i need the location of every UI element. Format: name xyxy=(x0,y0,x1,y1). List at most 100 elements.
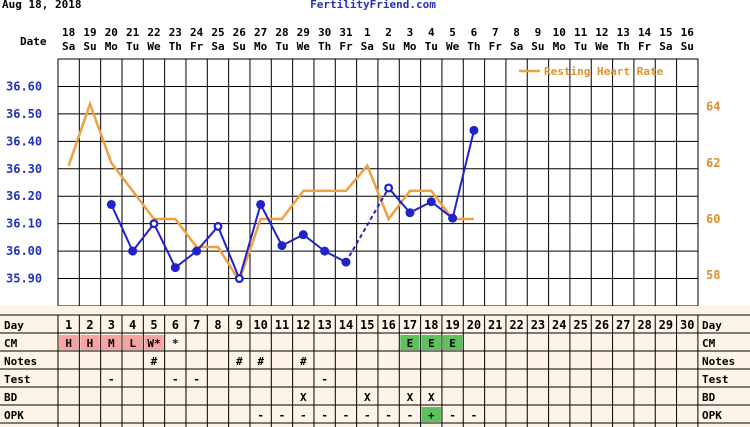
notes-value: # xyxy=(257,355,264,368)
temperature-point xyxy=(192,246,202,256)
temperature-segment xyxy=(259,203,283,247)
cycle-day-number: 12 xyxy=(296,318,310,332)
date-number: 8 xyxy=(513,26,520,39)
row-label-right-bd: BD xyxy=(702,391,716,404)
cm-cell-bg xyxy=(122,335,143,350)
weekday-label: Sa xyxy=(211,40,224,53)
date-number: 15 xyxy=(659,26,672,39)
opk-value: - xyxy=(257,409,264,422)
temperature-point xyxy=(277,241,287,251)
weekday-label: Th xyxy=(318,40,331,53)
cm-value: E xyxy=(407,337,414,350)
plot-grid xyxy=(58,59,698,306)
date-number: 16 xyxy=(681,26,695,39)
cm-value: E xyxy=(449,337,456,350)
date-header: 18Sa19Su20Mo21Tu22We23Th24Fr25Sa26Su27Mo… xyxy=(62,26,694,53)
date-number: 11 xyxy=(574,26,588,39)
temperature-tick-label: 36.40 xyxy=(6,134,42,148)
temperature-point xyxy=(469,125,479,135)
temperature-segment xyxy=(238,204,262,279)
date-number: 28 xyxy=(275,26,288,39)
heart-rate-tick-label: 60 xyxy=(706,212,720,226)
cycle-day-number: 17 xyxy=(403,318,417,332)
temperature-point xyxy=(320,246,330,256)
weekday-label: Fr xyxy=(339,40,353,53)
date-number: 2 xyxy=(385,26,392,39)
temperature-point xyxy=(405,208,415,218)
weekday-label: Mo xyxy=(105,40,119,53)
row-label-test: Test xyxy=(4,373,31,386)
cm-value: H xyxy=(65,337,72,350)
row-label-cm: CM xyxy=(4,337,18,350)
weekday-label: Sa xyxy=(361,40,374,53)
cm-value: M xyxy=(108,337,115,350)
notes-value: # xyxy=(151,355,158,368)
temperature-tick-label: 36.10 xyxy=(6,217,42,231)
weekday-label: Th xyxy=(169,40,182,53)
notes-value: # xyxy=(300,355,307,368)
row-label-right-notes: Notes xyxy=(702,355,735,368)
cycle-day-number: 3 xyxy=(108,318,115,332)
weekday-label: Su xyxy=(233,40,246,53)
temperature-segment xyxy=(153,223,177,269)
row-label-opk: OPK xyxy=(4,409,24,422)
bd-value: X xyxy=(428,391,435,404)
opk-value: - xyxy=(300,409,307,422)
date-number: 22 xyxy=(147,26,160,39)
rhr-series xyxy=(67,100,474,284)
date-number: 4 xyxy=(428,26,435,39)
cycle-day-number: 22 xyxy=(509,318,523,332)
cycle-day-number: 25 xyxy=(573,318,587,332)
temperature-point-open xyxy=(386,185,391,191)
cm-value: W* xyxy=(147,337,160,350)
bd-value: X xyxy=(364,391,371,404)
temperature-point xyxy=(128,246,138,256)
cycle-day-number: 11 xyxy=(275,318,289,332)
date-number: 31 xyxy=(339,26,353,39)
temperature-segment xyxy=(217,226,241,279)
cycle-day-number: 13 xyxy=(317,318,331,332)
legend: Resting Heart Rate xyxy=(519,65,664,78)
temperature-tick-label: 36.00 xyxy=(6,244,42,258)
row-label-right-cm: CM xyxy=(702,337,716,350)
temperature-tick-label: 36.50 xyxy=(6,107,42,121)
cm-cell-bg xyxy=(80,335,100,350)
legend-label: Resting Heart Rate xyxy=(544,65,664,78)
opk-value: - xyxy=(343,409,350,422)
date-number: 18 xyxy=(62,26,75,39)
weekday-label: Th xyxy=(617,40,630,53)
weekday-label: Sa xyxy=(510,40,523,53)
weekday-label: We xyxy=(297,40,311,53)
weekday-label: We xyxy=(595,40,609,53)
notes-value: # xyxy=(236,355,243,368)
cycle-day-number: 28 xyxy=(637,318,651,332)
test-value: - xyxy=(321,373,328,386)
cycle-day-number: 1 xyxy=(65,318,72,332)
date-number: 24 xyxy=(190,26,204,39)
cycle-day-number: 21 xyxy=(488,318,502,332)
opk-value: - xyxy=(407,409,414,422)
cycle-day-number: 30 xyxy=(680,318,694,332)
weekday-label: Su xyxy=(382,40,395,53)
temperature-tick-label: 36.20 xyxy=(6,189,42,203)
weekday-label: Su xyxy=(531,40,544,53)
cycle-day-number: 29 xyxy=(659,318,673,332)
date-number: 23 xyxy=(169,26,182,39)
cm-value: H xyxy=(87,337,94,350)
temperature-point xyxy=(426,197,436,207)
weekday-label: Mo xyxy=(403,40,417,53)
temperature-series xyxy=(106,125,479,284)
temperature-tick-label: 36.30 xyxy=(6,162,42,176)
cm-cell-bg xyxy=(442,335,463,350)
opk-value: - xyxy=(279,409,286,422)
bd-value: X xyxy=(407,391,414,404)
heart-rate-axis: 58 60 62 64 xyxy=(706,100,720,282)
cycle-day-number: 4 xyxy=(129,318,136,332)
temperature-axis: 35.90 36.00 36.10 36.20 36.30 36.40 36.50 36.60 xyxy=(6,79,42,285)
date-number: 29 xyxy=(297,26,310,39)
weekday-label: Tu xyxy=(126,40,139,53)
cm-cell-bg xyxy=(144,335,164,350)
temperature-segment xyxy=(195,225,219,252)
date-number: 19 xyxy=(83,26,96,39)
opk-value: - xyxy=(364,409,371,422)
